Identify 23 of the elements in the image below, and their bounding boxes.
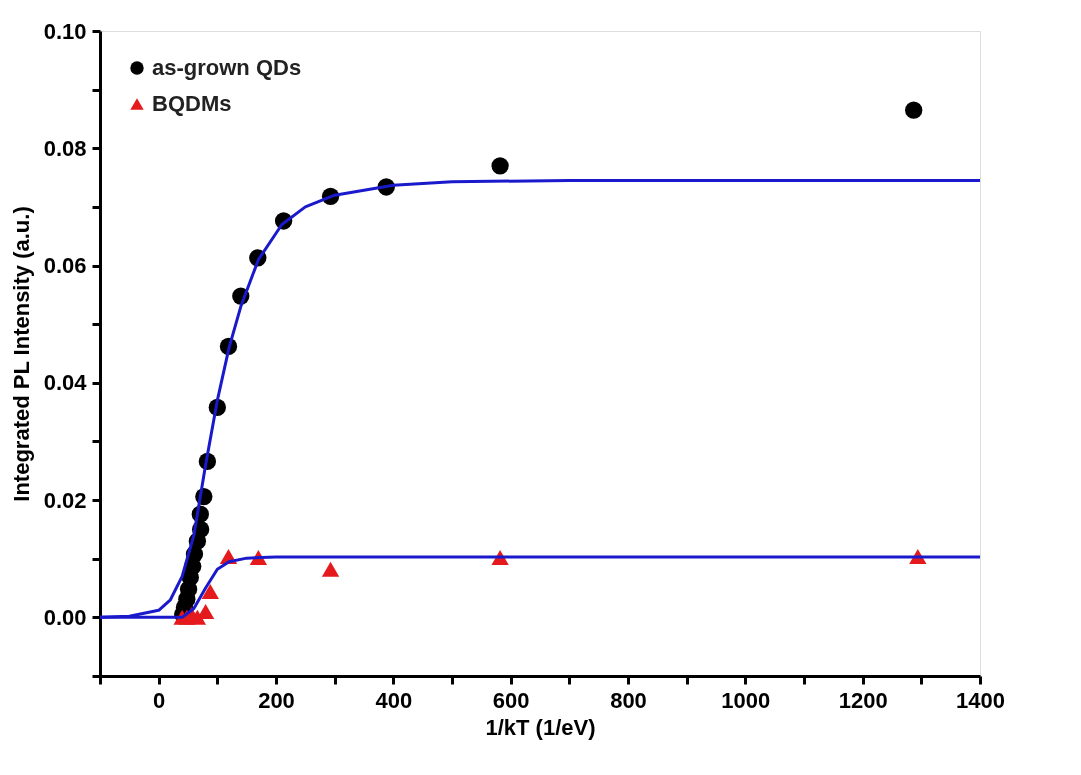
y-tick-label: 0.00	[43, 604, 87, 630]
y-tick-label: 0.06	[43, 253, 87, 279]
x-tick-label: 400	[375, 687, 413, 713]
y-tick-label: 0.08	[43, 135, 87, 161]
x-tick-label: 800	[610, 687, 647, 713]
y-tick-label: 0.02	[43, 487, 87, 513]
x-tick-label: 1000	[721, 687, 771, 713]
x-tick-label: 200	[258, 687, 295, 713]
y-axis-title: Integrated PL Intensity (a.u.)	[8, 206, 34, 502]
y-tick-label: 0.10	[43, 18, 87, 44]
point	[321, 561, 340, 577]
y-tick-label: 0.04	[43, 370, 88, 396]
point	[188, 609, 207, 625]
point	[905, 101, 923, 119]
x-tick-label: 0	[153, 687, 166, 713]
point	[491, 157, 509, 175]
x-tick-label: 1400	[956, 687, 1005, 713]
x-tick-label: 600	[492, 687, 530, 713]
legend-label: BQDMs	[152, 91, 232, 116]
point	[201, 584, 219, 600]
legend-label: as-grown QDs	[152, 55, 302, 80]
x-axis-title: 1/kT (1/eV)	[485, 714, 596, 740]
x-tick-label: 1200	[838, 687, 888, 713]
